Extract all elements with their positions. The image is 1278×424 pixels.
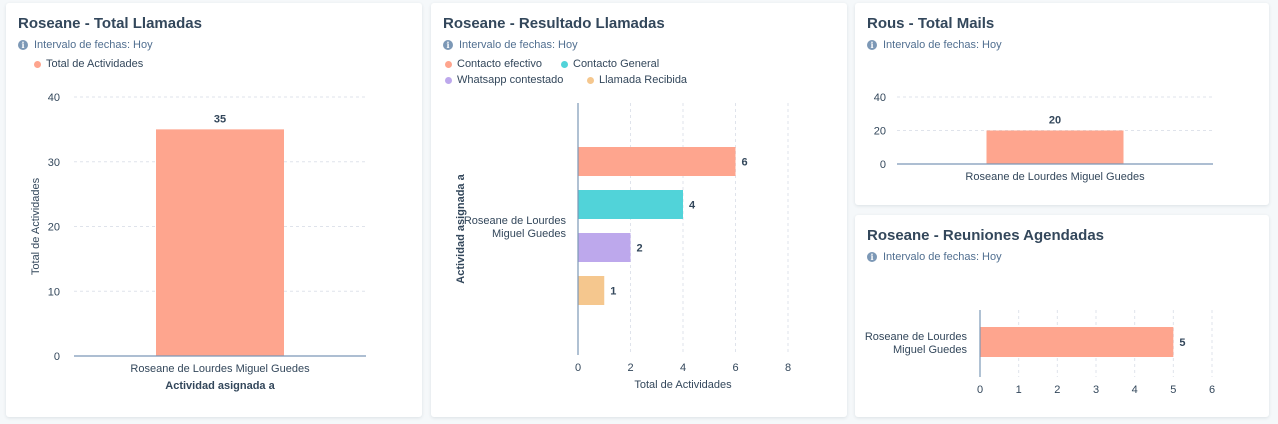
bar[interactable] [578,147,736,176]
x-tick-label: Roseane de Lourdes Miguel Guedes [965,171,1145,183]
x-tick-label: 2 [1054,384,1060,396]
data-label: 2 [637,243,643,255]
info-circle-icon[interactable]: i [443,40,453,50]
axis-title[interactable]: Actividad asignada a [455,173,467,283]
axis-title[interactable]: Actividad asignada a [165,380,275,392]
card-reuniones-agendadas: Roseane - Reuniones Agendadas i Interval… [855,215,1269,417]
info-circle-icon[interactable]: i [867,252,877,262]
date-range-label: Intervalo de fechas: Hoy [459,39,578,51]
x-tick-label: 0 [977,384,983,396]
y-tick-label: 10 [48,286,60,298]
legend-label: Whatsapp contestado [457,74,564,86]
x-tick-label: 4 [680,362,686,374]
card-total-mails: Rous - Total Mails i Intervalo de fechas… [855,3,1269,205]
y-tick-label: 40 [48,92,60,104]
y-tick-label: Roseane de Lourdes [464,215,567,227]
axis-title[interactable]: Total de Actividades [30,177,42,275]
x-tick-label: Roseane de Lourdes Miguel Guedes [130,363,310,375]
bar[interactable] [578,190,683,219]
bar[interactable] [578,276,605,305]
date-range-label: Intervalo de fechas: Hoy [883,39,1002,51]
card-title[interactable]: Roseane - Reuniones Agendadas [867,227,1104,244]
card-title[interactable]: Roseane - Resultado Llamadas [443,15,665,32]
x-tick-label: 2 [627,362,633,374]
date-range-filter: i Intervalo de fechas: Hoy [867,39,1002,51]
legend-item[interactable]: Whatsapp contestado [445,74,563,86]
x-tick-label: 3 [1093,384,1099,396]
x-tick-label: 1 [1016,384,1022,396]
date-range-filter: i Intervalo de fechas: Hoy [867,251,1002,263]
bar[interactable] [156,129,284,356]
axis-title[interactable]: Total de Actividades [634,379,732,391]
bar[interactable] [986,130,1124,165]
bar[interactable] [980,327,1174,357]
legend-swatch [587,76,594,84]
bar-chart: 0 20 40 20 Roseane de Lourdes Miguel Guedes [874,92,1213,183]
y-tick-label: 40 [874,92,886,104]
y-tick-label: 30 [48,157,60,169]
legend-swatch [34,60,41,68]
data-label: 35 [214,113,226,125]
data-label: 20 [1049,115,1061,127]
y-tick-label: 0 [54,351,60,363]
legend-label: Llamada Recibida [599,74,688,86]
x-tick-label: 6 [732,362,738,374]
card-resultado-llamadas: Roseane - Resultado Llamadas i Intervalo… [431,3,847,417]
x-tick-label: 0 [575,362,581,374]
y-tick-label: Miguel Guedes [492,228,566,240]
legend-swatch [561,60,568,68]
date-range-label: Intervalo de fechas: Hoy [34,39,153,51]
card-total-llamadas: Roseane - Total Llamadas i Intervalo de … [6,3,422,417]
card-title[interactable]: Rous - Total Mails [867,15,995,32]
y-tick-label: 20 [48,222,60,234]
card-title[interactable]: Roseane - Total Llamadas [18,15,202,32]
date-range-filter: i Intervalo de fechas: Hoy [443,39,578,51]
x-tick-label: 5 [1170,384,1176,396]
info-circle-icon[interactable]: i [867,40,877,50]
legend-item[interactable]: Llamada Recibida [587,74,687,86]
legend-label: Contacto efectivo [457,58,542,70]
data-label: 6 [742,157,748,169]
y-tick-label: Miguel Guedes [893,344,967,356]
legend-label: Contacto General [573,58,660,70]
y-tick-label: Roseane de Lourdes [865,331,968,343]
bar[interactable] [578,233,631,262]
data-label: 1 [610,286,616,298]
x-tick-label: 6 [1209,384,1215,396]
legend-swatch [445,60,452,68]
legend-item[interactable]: Total de Actividades [34,58,143,70]
date-range-filter: i Intervalo de fechas: Hoy [18,39,153,51]
bar-chart: 0 10 20 30 40 35 Roseane de Lourdes Miguel Gue… [30,92,366,392]
date-range-label: Intervalo de fechas: Hoy [883,251,1002,263]
data-label: 5 [1179,337,1185,349]
legend-label: Total de Actividades [46,58,144,70]
x-tick-label: 8 [785,362,791,374]
y-tick-label: 0 [880,159,886,171]
data-label: 4 [689,200,696,212]
info-circle-icon[interactable]: i [18,40,28,50]
legend-item[interactable]: Contacto efectivo [445,58,542,70]
legend-swatch [445,76,452,84]
x-tick-label: 4 [1132,384,1138,396]
legend-item[interactable]: Contacto General [561,58,659,70]
y-tick-label: 20 [874,126,886,138]
